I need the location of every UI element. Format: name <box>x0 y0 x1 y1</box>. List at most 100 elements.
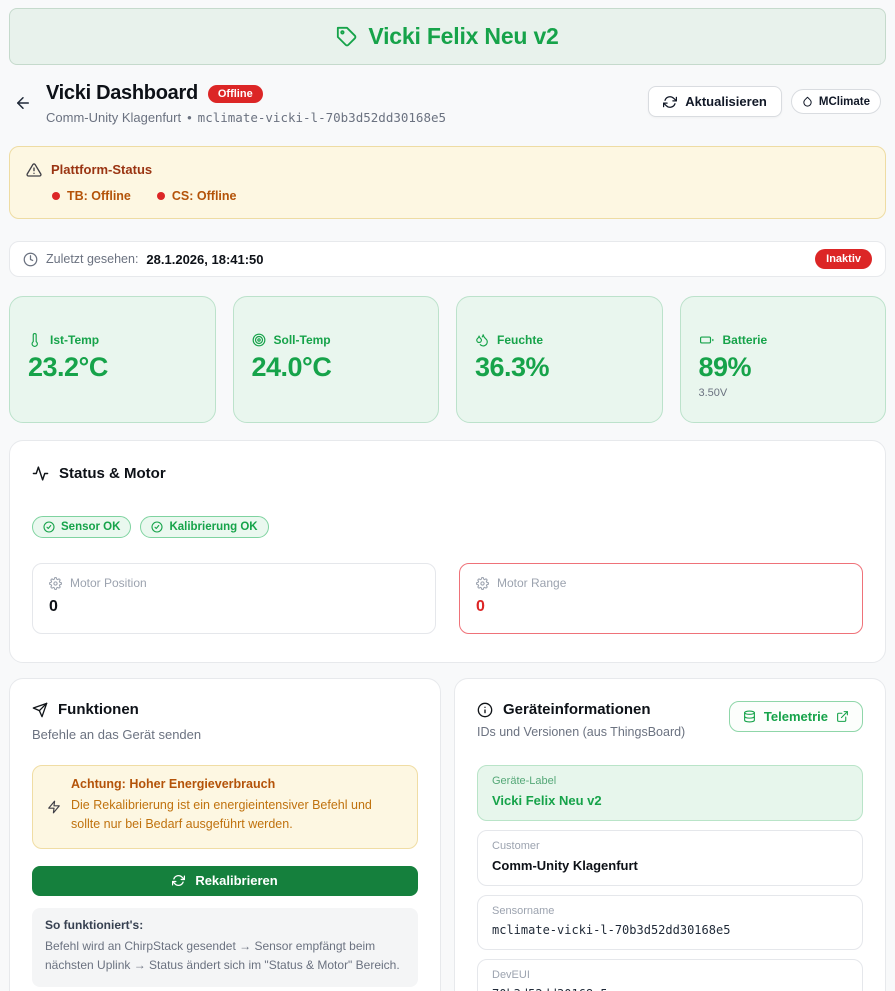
telemetry-button-label: Telemetrie <box>763 709 828 724</box>
header-actions: Aktualisieren MClimate <box>648 82 881 117</box>
subtitle-separator: • <box>187 110 192 125</box>
header-subtitle: Comm-Unity Klagenfurt • mclimate-vicki-l… <box>46 110 446 125</box>
recalibrate-button[interactable]: Rekalibrieren <box>32 865 418 896</box>
warning-text: Die Rekalibrierung ist ein energieintens… <box>71 798 372 832</box>
metric-label: Batterie <box>722 333 768 347</box>
back-button[interactable] <box>14 94 32 115</box>
inactive-badge: Inaktiv <box>815 249 872 269</box>
last-seen-label: Zuletzt gesehen: <box>46 252 139 266</box>
kalibrierung-ok-label: Kalibrierung OK <box>169 521 258 533</box>
target-icon <box>252 333 266 347</box>
motor-position-label: Motor Position <box>70 576 147 590</box>
device-info-title: Geräteinformationen <box>503 701 651 718</box>
mclimate-button-label: MClimate <box>818 95 870 108</box>
functions-title: Funktionen <box>58 701 139 718</box>
check-circle-icon <box>151 521 163 533</box>
info-field-customer: Customer Comm-Unity Klagenfurt <box>477 830 863 886</box>
page-title: Vicki Dashboard <box>46 82 198 104</box>
info-field-value: Comm-Unity Klagenfurt <box>492 858 638 873</box>
how-it-works-text: Befehl wird an ChirpStack gesendet → Sen… <box>45 938 400 972</box>
thermometer-icon <box>28 333 42 347</box>
zap-icon <box>47 777 61 835</box>
refresh-icon <box>663 95 678 109</box>
database-icon <box>743 710 756 723</box>
motor-position-box: Motor Position 0 <box>32 563 436 634</box>
info-field-sensorname: Sensorname mclimate-vicki-l-70b3d52dd301… <box>477 895 863 950</box>
gear-icon <box>476 576 489 590</box>
activity-icon <box>32 465 49 482</box>
gear-icon <box>49 576 62 590</box>
motor-range-label: Motor Range <box>497 576 567 590</box>
platform-status-alert: Plattform-Status TB: Offline CS: Offline <box>9 146 886 219</box>
droplets-icon <box>475 333 489 347</box>
metric-card-ist-temp: Ist-Temp 23.2°C <box>9 296 216 423</box>
metric-label: Feuchte <box>497 333 544 347</box>
motor-range-box: Motor Range 0 <box>459 563 863 634</box>
device-name: mclimate-vicki-l-70b3d52dd30168e5 <box>197 110 447 125</box>
info-field-label: Customer <box>492 840 540 852</box>
metric-value: 36.3% <box>475 352 550 382</box>
metric-label: Soll-Temp <box>273 333 331 347</box>
telemetry-button[interactable]: Telemetrie <box>728 701 863 732</box>
info-field-label: Geräte-Label <box>492 775 557 787</box>
how-it-works-box: So funktioniert's: Befehl wird an ChirpS… <box>32 907 418 988</box>
info-field-value: Vicki Felix Neu v2 <box>492 793 602 808</box>
tb-status-label: TB: Offline <box>67 189 131 203</box>
arrow-left-icon <box>14 94 32 112</box>
info-icon <box>477 702 493 718</box>
info-field-geraete-label: Geräte-Label Vicki Felix Neu v2 <box>477 765 863 821</box>
kalibrierung-ok-badge: Kalibrierung OK <box>140 516 269 538</box>
last-seen-bar: Zuletzt gesehen: 28.1.2026, 18:41:50 Ina… <box>9 241 886 277</box>
device-label-banner: Vicki Felix Neu v2 <box>9 8 886 65</box>
metric-value: 24.0°C <box>251 352 332 382</box>
status-motor-card: Status & Motor Sensor OK Kalibrierung OK <box>9 440 886 663</box>
refresh-icon <box>172 874 186 887</box>
functions-card: Funktionen Befehle an das Gerät senden A… <box>9 678 441 991</box>
device-info-subtitle: IDs und Versionen (aus ThingsBoard) <box>477 725 686 739</box>
customer-name: Comm-Unity Klagenfurt <box>46 110 182 125</box>
functions-subtitle: Befehle an das Gerät senden <box>32 727 202 742</box>
motor-range-value: 0 <box>476 598 485 615</box>
metric-card-batterie: Batterie 89% 3.50V <box>679 296 886 423</box>
metric-label: Ist-Temp <box>50 333 100 347</box>
how-it-works-title: So funktioniert's: <box>45 917 144 932</box>
status-dot-icon <box>156 192 165 200</box>
offline-status-badge: Offline <box>207 84 263 103</box>
refresh-button-label: Aktualisieren <box>685 94 767 109</box>
refresh-button[interactable]: Aktualisieren <box>648 86 782 117</box>
check-circle-icon <box>43 521 55 533</box>
status-motor-title: Status & Motor <box>59 465 166 482</box>
header-main: Vicki Dashboard Offline Comm-Unity Klage… <box>46 82 446 125</box>
device-info-card: Geräteinformationen IDs und Versionen (a… <box>454 678 886 991</box>
metric-value: 89% <box>698 352 752 382</box>
warning-title: Achtung: Hoher Energieverbrauch <box>71 777 276 791</box>
send-icon <box>32 702 48 718</box>
mclimate-button[interactable]: MClimate <box>790 89 881 114</box>
warning-triangle-icon <box>26 160 42 178</box>
info-field-label: Sensorname <box>492 905 555 917</box>
banner-title: Vicki Felix Neu v2 <box>368 23 559 49</box>
platform-status-title: Plattform-Status <box>51 161 153 177</box>
tag-icon <box>336 26 358 48</box>
tb-status: TB: Offline <box>52 189 131 203</box>
sensor-ok-badge: Sensor OK <box>32 516 132 538</box>
energy-warning-box: Achtung: Hoher Energieverbrauch Die Reka… <box>32 765 418 849</box>
motor-position-value: 0 <box>49 598 58 615</box>
external-link-icon <box>836 710 849 723</box>
sensor-ok-label: Sensor OK <box>61 521 121 533</box>
battery-voltage: 3.50V <box>698 387 728 399</box>
info-field-value: mclimate-vicki-l-70b3d52dd30168e5 <box>492 923 731 937</box>
metric-cards: Ist-Temp 23.2°C Soll-Temp 24.0°C Feuchte… <box>9 296 886 423</box>
battery-icon <box>699 333 715 347</box>
cs-status: CS: Offline <box>156 189 237 203</box>
metric-value: 23.2°C <box>28 352 108 382</box>
info-field-label: DevEUI <box>492 969 530 981</box>
recalibrate-button-label: Rekalibrieren <box>195 873 278 889</box>
metric-card-soll-temp: Soll-Temp 24.0°C <box>232 296 439 423</box>
cs-status-label: CS: Offline <box>171 189 237 203</box>
header: Vicki Dashboard Offline Comm-Unity Klage… <box>14 82 881 125</box>
last-seen-value: 28.1.2026, 18:41:50 <box>146 251 264 267</box>
status-dot-icon <box>52 192 60 200</box>
metric-card-feuchte: Feuchte 36.3% <box>456 296 663 423</box>
droplet-icon <box>802 96 813 107</box>
